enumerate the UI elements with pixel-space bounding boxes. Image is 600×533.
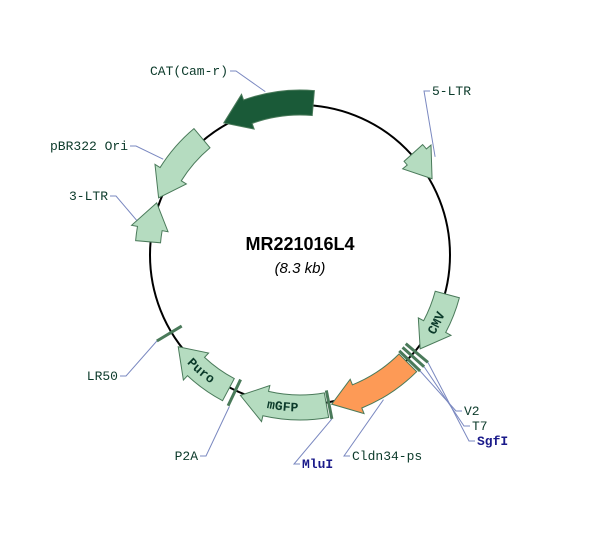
feature-layer [132, 90, 460, 422]
feature-cldn34 [332, 354, 417, 414]
pointer-cat [230, 71, 265, 92]
pointer-v2 [420, 371, 462, 411]
feature-three_ltr [132, 203, 168, 243]
plasmid-map: 5-LTRCMVSgfIT7V2Cldn34-psMluImGFPP2APuro… [0, 0, 600, 533]
feature-label-cat: CAT(Cam-r) [150, 64, 228, 79]
feature-label-five_ltr: 5-LTR [432, 84, 471, 99]
pointer-pbr322 [130, 146, 163, 159]
feature-label-t7: T7 [472, 419, 488, 434]
feature-cat [224, 90, 315, 129]
plasmid-name: MR221016L4 [245, 234, 354, 254]
feature-pbr322 [155, 129, 210, 198]
feature-label-sgfi: SgfI [477, 434, 508, 449]
pointer-sgfi [428, 362, 475, 441]
feature-label-lr50: LR50 [87, 369, 118, 384]
feature-label-v2: V2 [464, 404, 480, 419]
feature-label-p2a: P2A [175, 449, 199, 464]
feature-label-three_ltr: 3-LTR [69, 189, 108, 204]
pointer-three_ltr [110, 196, 137, 220]
plasmid-size: (8.3 kb) [275, 260, 326, 277]
pointer-p2a [200, 406, 229, 456]
feature-label-mlui: MluI [302, 457, 333, 472]
pointer-lr50 [120, 341, 157, 376]
feature-label-pbr322: pBR322 Ori [50, 139, 128, 154]
feature-label-cldn34: Cldn34-ps [352, 449, 422, 464]
